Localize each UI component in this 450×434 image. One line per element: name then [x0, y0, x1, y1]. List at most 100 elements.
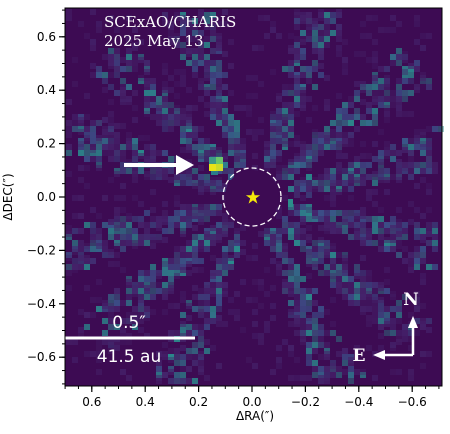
noise-pixel [270, 27, 276, 33]
noise-pixel [234, 231, 240, 237]
noise-pixel [366, 345, 372, 351]
noise-pixel [192, 105, 198, 111]
speckle-pixel [324, 186, 330, 192]
speckle-pixel [348, 276, 354, 282]
speckle-pixel [354, 294, 360, 300]
noise-pixel [150, 207, 156, 213]
noise-pixel [132, 321, 138, 327]
speckle-pixel [336, 30, 342, 36]
speckle-pixel [210, 180, 216, 186]
speckle-pixel [342, 360, 348, 366]
speckle-pixel [294, 84, 300, 90]
speckle-pixel [300, 30, 306, 36]
noise-pixel [294, 75, 300, 81]
speckle-pixel [132, 150, 138, 156]
speckle-pixel [378, 222, 384, 228]
noise-pixel [426, 189, 432, 195]
speckle-pixel [234, 126, 240, 132]
speckle-pixel [360, 120, 366, 126]
speckle-pixel [150, 102, 156, 108]
speckle-pixel [216, 186, 222, 192]
speckle-pixel [282, 282, 288, 288]
noise-pixel [90, 63, 96, 69]
noise-pixel [360, 369, 366, 375]
speckle-pixel [96, 234, 102, 240]
speckle-pixel [72, 126, 78, 132]
speckle-pixel [282, 270, 288, 276]
speckle-pixel [198, 246, 204, 252]
speckle-pixel [204, 144, 210, 150]
speckle-pixel [426, 162, 432, 168]
speckle-pixel [276, 240, 282, 246]
speckle-pixel [318, 342, 324, 348]
speckle-pixel [180, 222, 186, 228]
noise-pixel [198, 15, 204, 21]
noise-pixel [408, 345, 414, 351]
speckle-pixel [204, 54, 210, 60]
speckle-pixel [222, 132, 228, 138]
noise-pixel [396, 231, 402, 237]
noise-pixel [288, 33, 294, 39]
noise-pixel [408, 219, 414, 225]
speckle-pixel [336, 132, 342, 138]
noise-pixel [312, 129, 318, 135]
speckle-pixel [114, 60, 120, 66]
speckle-pixel [312, 66, 318, 72]
speckle-pixel [330, 18, 336, 24]
speckle-pixel [324, 18, 330, 24]
speckle-pixel [120, 222, 126, 228]
noise-pixel [138, 57, 144, 63]
noise-pixel [78, 327, 84, 333]
speckle-pixel [342, 354, 348, 360]
speckle-pixel [348, 162, 354, 168]
speckle-pixel [150, 282, 156, 288]
noise-pixel [324, 249, 330, 255]
noise-pixel [192, 225, 198, 231]
speckle-pixel [306, 78, 312, 84]
speckle-pixel [324, 144, 330, 150]
speckle-pixel [276, 252, 282, 258]
speckle-pixel [354, 264, 360, 270]
noise-pixel [66, 339, 72, 345]
noise-pixel [408, 219, 414, 225]
speckle-pixel [354, 300, 360, 306]
noise-pixel [264, 165, 270, 171]
noise-pixel [210, 147, 216, 153]
noise-pixel [138, 297, 144, 303]
speckle-pixel [276, 108, 282, 114]
speckle-pixel [66, 264, 72, 270]
speckle-pixel [204, 216, 210, 222]
speckle-pixel [366, 84, 372, 90]
speckle-pixel [420, 228, 426, 234]
speckle-pixel [192, 18, 198, 24]
noise-pixel [300, 105, 306, 111]
speckle-pixel [318, 324, 324, 330]
noise-pixel [348, 357, 354, 363]
speckle-pixel [294, 228, 300, 234]
speckle-pixel [66, 234, 72, 240]
speckle-pixel [240, 156, 246, 162]
speckle-pixel [312, 138, 318, 144]
noise-pixel [252, 255, 258, 261]
speckle-pixel [420, 138, 426, 144]
speckle-pixel [186, 330, 192, 336]
speckle-pixel [174, 354, 180, 360]
noise-pixel [270, 315, 276, 321]
noise-pixel [390, 225, 396, 231]
speckle-pixel [348, 114, 354, 120]
speckle-pixel [330, 180, 336, 186]
speckle-pixel [312, 330, 318, 336]
noise-pixel [276, 237, 282, 243]
noise-pixel [258, 231, 264, 237]
noise-pixel [426, 351, 432, 357]
noise-pixel [162, 309, 168, 315]
speckle-pixel [426, 162, 432, 168]
speckle-pixel [420, 258, 426, 264]
noise-pixel [372, 375, 378, 381]
speckle-pixel [294, 222, 300, 228]
speckle-pixel [90, 234, 96, 240]
noise-pixel [174, 195, 180, 201]
speckle-pixel [186, 216, 192, 222]
speckle-pixel [72, 264, 78, 270]
speckle-pixel [282, 66, 288, 72]
